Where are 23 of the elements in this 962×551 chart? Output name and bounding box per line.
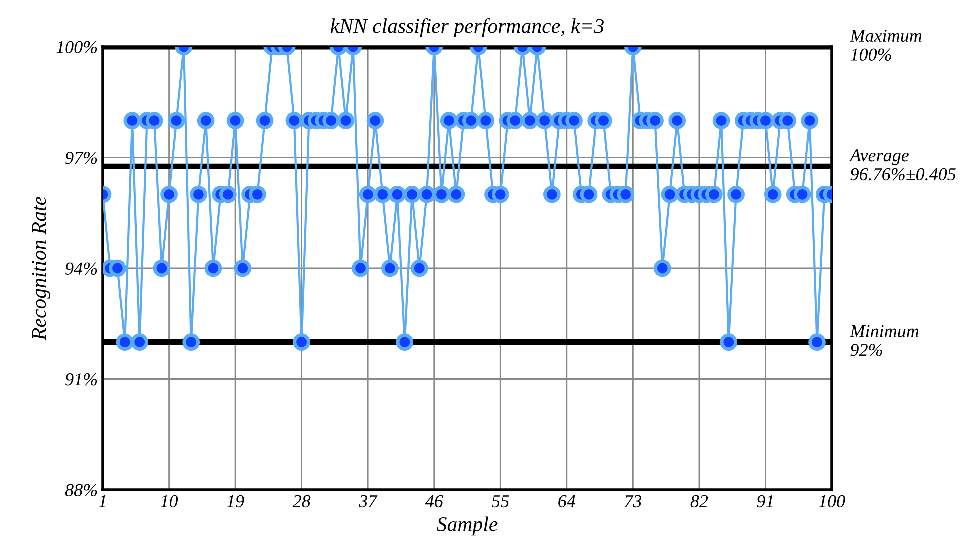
x-tick-label: 73: [625, 495, 642, 508]
ref-line-label: Minimum 92%: [850, 325, 919, 356]
x-axis-title: Sample: [437, 516, 498, 536]
y-tick-label: 97%: [66, 152, 98, 164]
x-tick-label: 55: [492, 496, 510, 508]
y-tick-label: 94%: [66, 262, 98, 275]
x-tick-label: 100: [819, 495, 846, 508]
y-tick-label: 100%: [56, 41, 98, 54]
x-tick-label: 10: [160, 495, 178, 508]
x-tick-label: 19: [227, 495, 244, 508]
x-tick-label: 82: [690, 495, 708, 508]
y-axis-title: Recognition Rate: [32, 196, 50, 341]
x-tick-label: 46: [425, 495, 444, 508]
chart-title: kNN classifier performance, k=3: [330, 18, 604, 38]
y-tick-label: 91%: [66, 374, 98, 386]
x-tick-label: 37: [359, 495, 378, 508]
y-tick-label: 88%: [65, 484, 98, 496]
x-tick-label: 91: [757, 495, 773, 508]
ref-line-label: Average 96.76%±0.405: [849, 150, 956, 181]
x-tick-label: 64: [558, 495, 576, 508]
x-tick-label: 28: [292, 495, 311, 508]
x-tick-label: 1: [99, 495, 106, 508]
ref-line-label: Maximum 100%: [850, 30, 922, 62]
